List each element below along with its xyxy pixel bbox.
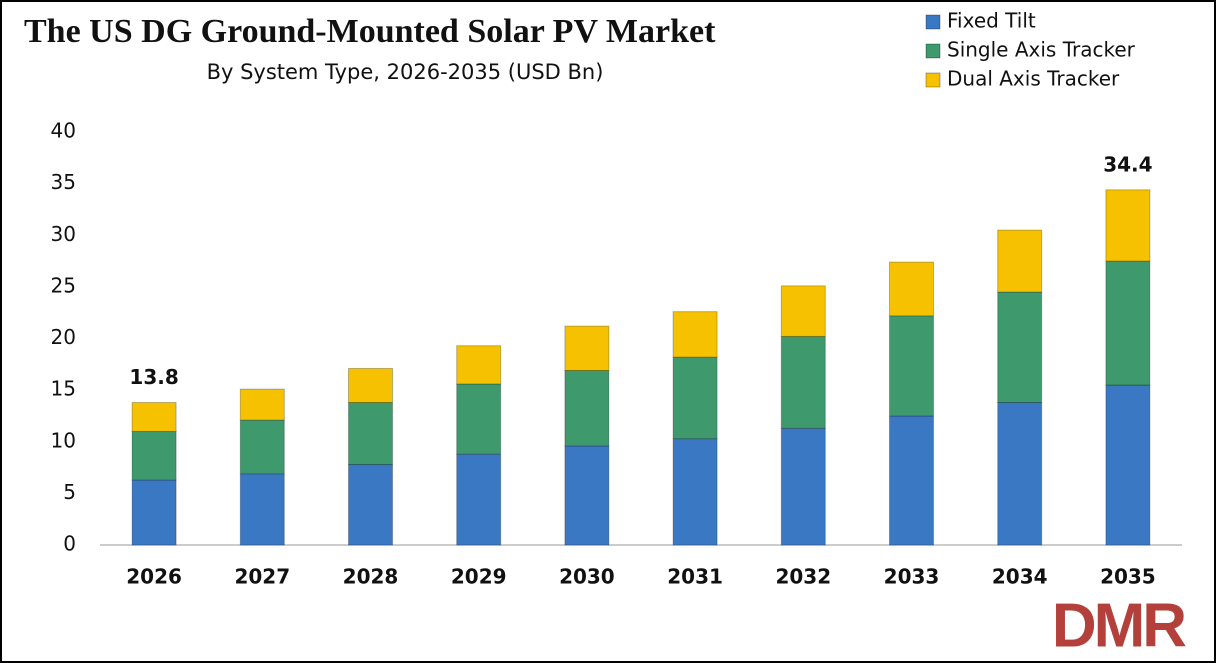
bar-segment bbox=[1105, 189, 1151, 262]
y-tick-label: 10 bbox=[51, 428, 76, 452]
bar-segment bbox=[348, 367, 393, 404]
legend-label: Single Axis Tracker bbox=[947, 38, 1136, 62]
bar-segment bbox=[780, 427, 826, 546]
bar-segment bbox=[456, 383, 502, 455]
legend-swatch bbox=[925, 43, 941, 59]
bar-segment bbox=[672, 438, 718, 546]
bar-segment bbox=[889, 315, 934, 417]
y-tick-label: 20 bbox=[51, 325, 76, 349]
bar-segment bbox=[997, 229, 1043, 293]
bar-segment bbox=[997, 402, 1043, 546]
total-label: 34.4 bbox=[1103, 152, 1152, 176]
bar-segment bbox=[239, 388, 285, 421]
bar-segment bbox=[889, 415, 934, 546]
x-tick-label: 2032 bbox=[775, 565, 831, 589]
x-tick-label: 2028 bbox=[343, 565, 399, 589]
chart-subtitle: By System Type, 2026-2035 (USD Bn) bbox=[207, 60, 604, 84]
bar-segment bbox=[131, 402, 177, 432]
y-tick-label: 40 bbox=[51, 119, 76, 143]
bar-segment bbox=[239, 473, 285, 546]
bar-segment bbox=[780, 285, 826, 337]
y-tick-label: 15 bbox=[51, 377, 76, 401]
bar-segment bbox=[239, 419, 285, 475]
bar-segment bbox=[1105, 260, 1151, 386]
legend-swatch bbox=[925, 72, 941, 88]
bar-segment bbox=[131, 479, 177, 546]
bar-segment bbox=[131, 430, 177, 481]
chart-title: The US DG Ground-Mounted Solar PV Market bbox=[24, 13, 716, 50]
x-tick-label: 2031 bbox=[667, 565, 723, 589]
y-tick-label: 30 bbox=[51, 222, 76, 246]
bar-segment bbox=[456, 453, 502, 546]
legend-label: Dual Axis Tracker bbox=[947, 67, 1120, 91]
bar-segment bbox=[780, 335, 826, 429]
y-tick-label: 5 bbox=[63, 480, 76, 504]
x-tick-label: 2035 bbox=[1100, 565, 1156, 589]
y-tick-label: 35 bbox=[51, 170, 76, 194]
y-tick-label: 0 bbox=[63, 532, 76, 556]
x-tick-label: 2030 bbox=[559, 565, 615, 589]
bar-segment bbox=[348, 463, 393, 546]
bar-segment bbox=[889, 261, 934, 317]
legend-swatch bbox=[925, 14, 941, 30]
total-label: 13.8 bbox=[129, 365, 178, 389]
legend-label: Fixed Tilt bbox=[947, 9, 1036, 33]
y-tick-label: 25 bbox=[51, 273, 76, 297]
x-tick-label: 2026 bbox=[126, 565, 182, 589]
bar-segment bbox=[997, 291, 1043, 404]
bar-segment bbox=[348, 402, 393, 465]
x-tick-label: 2027 bbox=[234, 565, 290, 589]
x-tick-label: 2034 bbox=[992, 565, 1048, 589]
bar-segment bbox=[456, 345, 502, 385]
x-tick-label: 2033 bbox=[884, 565, 940, 589]
logo: DMR bbox=[1052, 591, 1186, 660]
bar-segment bbox=[1105, 384, 1151, 546]
bar-segment bbox=[564, 445, 610, 546]
bar-segment bbox=[564, 325, 610, 372]
bar-segment bbox=[672, 356, 718, 440]
x-tick-label: 2029 bbox=[451, 565, 507, 589]
bar-segment bbox=[564, 370, 610, 447]
bar-segment bbox=[672, 311, 718, 358]
